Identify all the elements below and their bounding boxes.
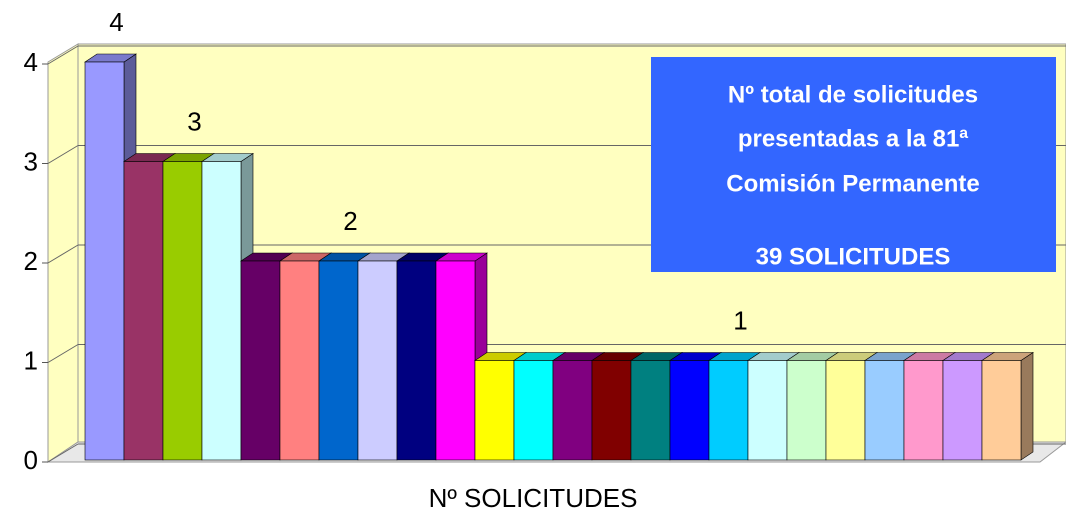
bar [981,360,1022,461]
bar [201,161,242,461]
data-label: 4 [109,7,123,37]
grid-line [47,344,79,363]
grid-line [47,443,79,463]
bar [123,161,164,461]
data-label: 1 [733,305,747,335]
bar [669,360,710,461]
info-line: presentadas a la 81ª [738,125,968,152]
grid-line [47,244,79,264]
bar [825,360,866,461]
bar [318,260,359,461]
bar [513,360,554,461]
grid-line [47,45,79,65]
data-label: 3 [187,106,201,136]
info-box-bg [651,57,1056,272]
y-tick-label: 3 [24,146,38,176]
bar-side [1020,351,1034,461]
bar [747,360,788,461]
y-tick-label: 1 [24,345,38,375]
bar [786,360,827,461]
info-line: Nº total de solicitudes [728,81,978,108]
bar [162,161,203,461]
bar [903,360,944,461]
bar [552,360,593,461]
bar [474,360,515,461]
bar [630,360,671,461]
x-axis-label: Nº SOLICITUDES [429,483,638,513]
bar [240,260,281,461]
bar [279,260,320,461]
data-label: 2 [343,206,357,236]
info-box: Nº total de solicitudes presentadas a la… [651,57,1056,272]
side-wall [47,43,79,463]
bar [435,260,476,461]
y-tick-label: 2 [24,246,38,276]
bar [396,260,437,461]
y-tick-label: 4 [24,47,38,77]
bar [357,260,398,461]
bar [591,360,632,461]
bar [942,360,983,461]
y-tick-label: 0 [24,445,38,475]
bar [864,360,905,461]
bar [84,61,125,461]
info-line: 39 SOLICITUDES [756,243,951,270]
bar [708,360,749,461]
info-line: Comisión Permanente [726,170,979,197]
grid-line [47,145,79,164]
